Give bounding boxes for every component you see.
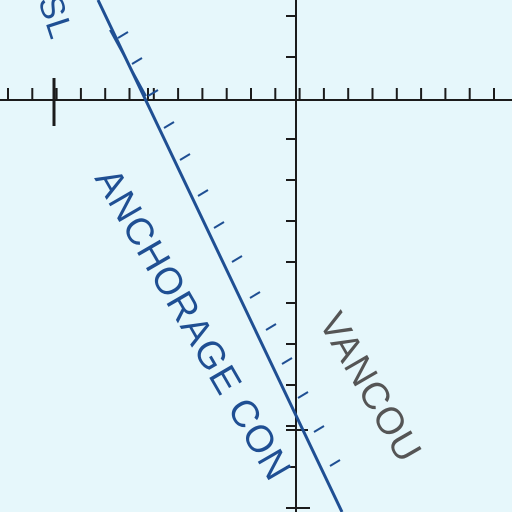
boundary-tick bbox=[329, 459, 341, 467]
horizontal-grid-line bbox=[0, 78, 512, 126]
boundary-tick bbox=[147, 89, 159, 97]
boundary-tick bbox=[213, 221, 225, 229]
boundary-tick bbox=[163, 121, 175, 129]
boundary-tick bbox=[265, 323, 277, 331]
boundary-tick bbox=[197, 189, 209, 197]
boundary-tick bbox=[313, 425, 325, 433]
boundary-tick bbox=[281, 357, 293, 365]
boundary-line-segment bbox=[109, 29, 147, 97]
boundary-tick bbox=[131, 57, 143, 65]
boundary-tick bbox=[179, 153, 191, 161]
boundary-tick bbox=[231, 255, 243, 263]
boundary-tick bbox=[297, 391, 309, 399]
boundary-line bbox=[96, 0, 344, 512]
boundary-tick bbox=[249, 291, 261, 299]
airspace-boundary-line bbox=[96, 0, 344, 512]
boundary-tick bbox=[117, 31, 129, 39]
